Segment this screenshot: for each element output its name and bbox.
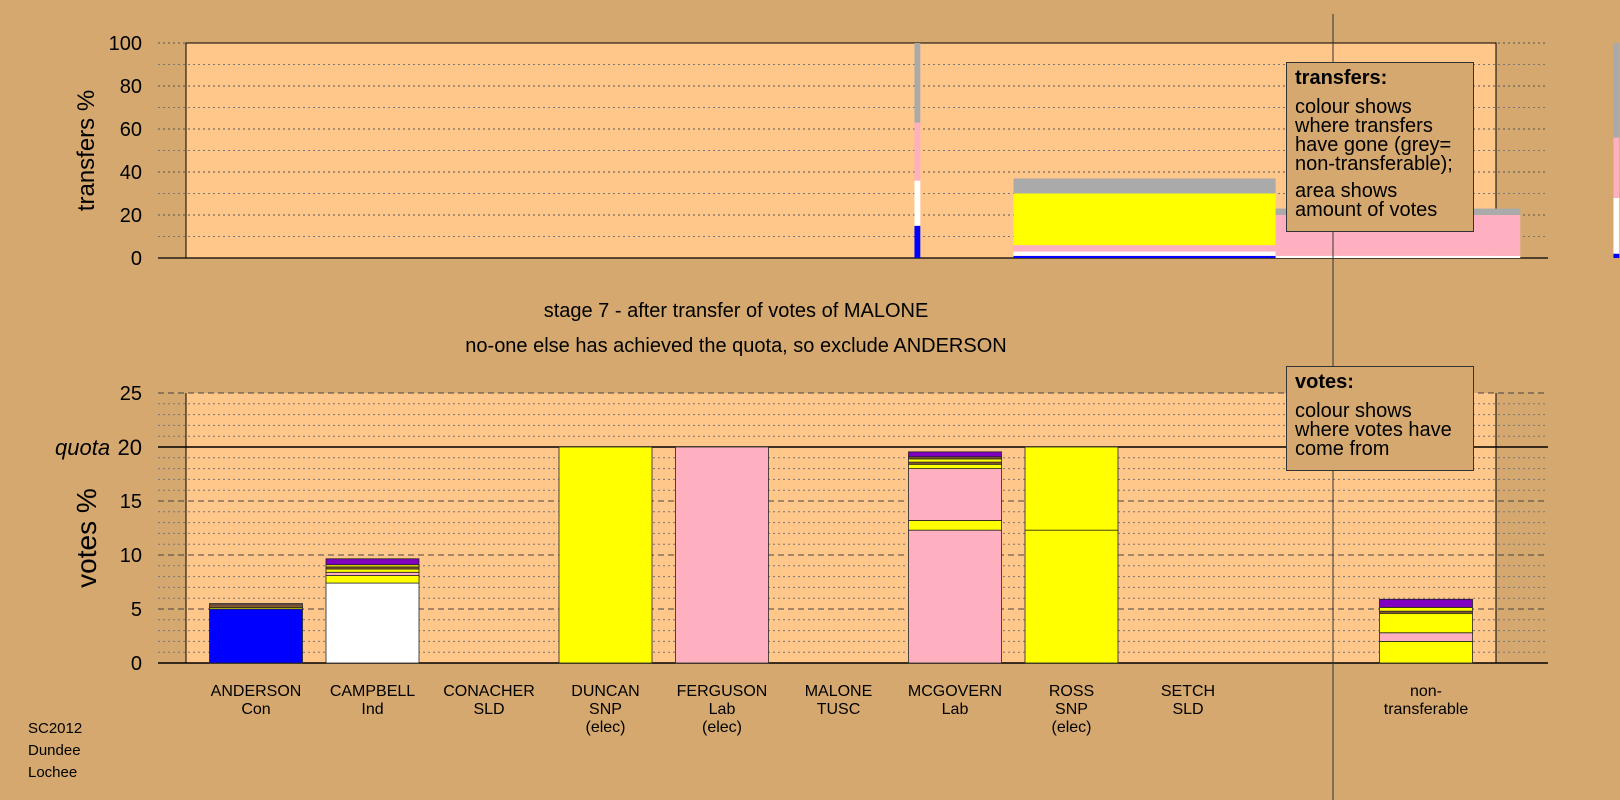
vote-bar-segment — [908, 468, 1002, 521]
candidate-label: CAMPBELL — [330, 683, 415, 700]
candidate-label: FERGUSON — [677, 683, 768, 700]
vote-bar-segment — [1379, 612, 1473, 634]
candidate-label: SETCH — [1161, 683, 1215, 700]
transfers-y-axis-label: transfers % — [73, 90, 100, 211]
transfer-bar-segment — [1613, 137, 1620, 198]
transfers-legend-area-text: area shows amount of votes — [1295, 180, 1438, 221]
vote-bar-segment — [1379, 632, 1473, 642]
transfer-bar-segment — [1613, 197, 1620, 254]
candidate-label: SNP — [1055, 701, 1088, 718]
transfer-bar-segment — [1013, 251, 1276, 256]
votes-tick-label: 5 — [131, 599, 142, 621]
transfers-tick-label: 0 — [131, 248, 142, 270]
transfers-tick-label: 40 — [120, 162, 142, 184]
candidate-label: Ind — [361, 701, 383, 718]
candidate-label: (elec) — [702, 719, 742, 736]
candidate-label: MALONE — [805, 683, 873, 700]
votes-tick-label: 10 — [120, 545, 142, 567]
vote-bar-segment — [1379, 641, 1473, 664]
candidate-label: transferable — [1384, 701, 1469, 718]
transfer-bar-segment — [1013, 178, 1276, 194]
vote-bar-segment — [209, 603, 303, 606]
transfer-bar-segment — [1013, 245, 1276, 252]
stage-title: stage 7 - after transfer of votes of MAL… — [543, 300, 929, 322]
votes-tick-label: 25 — [120, 383, 142, 405]
vote-bar-segment — [908, 520, 1002, 531]
candidate-label: non- — [1410, 683, 1442, 700]
votes-legend: votes: colour shows where votes have com… — [1286, 366, 1474, 471]
votes-y-axis-label: votes % — [71, 488, 102, 588]
footer-election: SC2012 — [28, 720, 83, 737]
transfer-bar-segment — [914, 180, 921, 226]
candidate-label: Con — [241, 701, 270, 718]
vote-bar-segment — [908, 529, 1002, 664]
votes-tick-label: 0 — [131, 653, 142, 675]
transfers-tick-label: 80 — [120, 76, 142, 98]
candidate-label: SNP — [589, 701, 622, 718]
vote-bar-segment — [209, 604, 303, 608]
vote-bar-segment — [908, 458, 1002, 463]
votes-tick-label: 15 — [120, 491, 142, 513]
transfer-bar-segment — [914, 225, 921, 258]
transfer-bar-segment — [1613, 43, 1620, 138]
candidate-label: TUSC — [817, 701, 861, 718]
quota-label: quota — [55, 435, 110, 460]
candidate-label: Lab — [942, 701, 969, 718]
candidate-label: (elec) — [1051, 719, 1091, 736]
transfers-plot-border — [185, 42, 1497, 259]
transfer-bar-segment — [1613, 253, 1620, 258]
vote-bar-segment — [325, 571, 420, 576]
candidate-label: ANDERSON — [211, 683, 302, 700]
vote-bar-segment — [1024, 446, 1119, 531]
footer-council: Dundee — [28, 742, 81, 759]
votes-legend-title: votes: — [1295, 371, 1354, 393]
candidate-label: ROSS — [1049, 683, 1094, 700]
vote-bar-segment — [908, 451, 1002, 458]
candidate-label: SLD — [473, 701, 504, 718]
candidate-label: DUNCAN — [571, 683, 639, 700]
vote-bar-segment — [1024, 529, 1119, 664]
vote-bar-segment — [325, 575, 420, 584]
transfers-tick-label: 60 — [120, 119, 142, 141]
candidate-label: SLD — [1172, 701, 1203, 718]
transfer-bar-segment — [914, 43, 921, 123]
vote-bar-segment — [325, 568, 420, 573]
candidate-label: Lab — [709, 701, 736, 718]
vote-bar-segment — [908, 463, 1002, 469]
vote-bar-segment — [325, 582, 420, 664]
transfers-tick-label: 100 — [109, 33, 142, 55]
transfers-legend: transfers: colour shows where transfers … — [1286, 62, 1474, 232]
transfers-tick-label: 20 — [120, 205, 142, 227]
vote-bar-segment — [209, 608, 303, 664]
votes-legend-text: colour shows where votes have come from — [1295, 400, 1452, 460]
vote-bar-segment — [325, 558, 420, 566]
vote-bar-segment — [675, 446, 769, 664]
candidate-label: CONACHER — [443, 683, 535, 700]
footer-ward: Lochee — [28, 764, 78, 781]
vote-bar-segment — [558, 446, 653, 664]
vote-bar-segment — [1379, 606, 1473, 612]
vote-bar-segment — [1379, 598, 1473, 608]
transfers-legend-title: transfers: — [1295, 67, 1388, 89]
transfer-bar-segment — [1275, 255, 1521, 258]
transfers-legend-text: colour shows where transfers have gone (… — [1295, 96, 1453, 175]
stage-subtitle: no-one else has achieved the quota, so e… — [465, 335, 1007, 357]
transfer-bar-segment — [1013, 193, 1276, 246]
candidate-label: (elec) — [585, 719, 625, 736]
candidate-label: MCGOVERN — [908, 683, 1002, 700]
election-footer: SC2012 Dundee Lochee — [28, 718, 82, 784]
transfer-bar-segment — [914, 122, 921, 181]
quota-tick-label: 20 — [118, 435, 142, 460]
transfer-bar-segment — [1013, 255, 1276, 258]
